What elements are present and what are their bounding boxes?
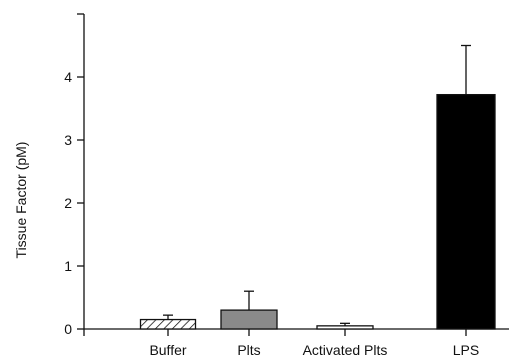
bar-lps (436, 93, 496, 330)
y-tick-label: 2 (64, 195, 72, 211)
bar-buffer (139, 318, 197, 330)
category-label: Activated Plts (303, 342, 388, 358)
y-tick-label: 4 (64, 69, 72, 85)
bar-activated-plts (316, 325, 374, 330)
y-tick-label: 3 (64, 132, 72, 148)
y-axis: 0 1 2 3 4 (64, 13, 85, 337)
category-label: Buffer (149, 342, 186, 358)
x-axis (84, 328, 509, 336)
y-tick-label: 1 (64, 258, 72, 274)
category-label: LPS (453, 342, 479, 358)
category-label: Plts (237, 342, 260, 358)
y-axis-title: Tissue Factor (pM) (13, 142, 29, 259)
category-labels: Buffer Plts Activated Plts LPS (149, 342, 479, 358)
error-bars (163, 44, 471, 326)
bar-plts (220, 309, 278, 330)
bars (139, 93, 496, 330)
y-tick-label: 0 (64, 321, 72, 337)
